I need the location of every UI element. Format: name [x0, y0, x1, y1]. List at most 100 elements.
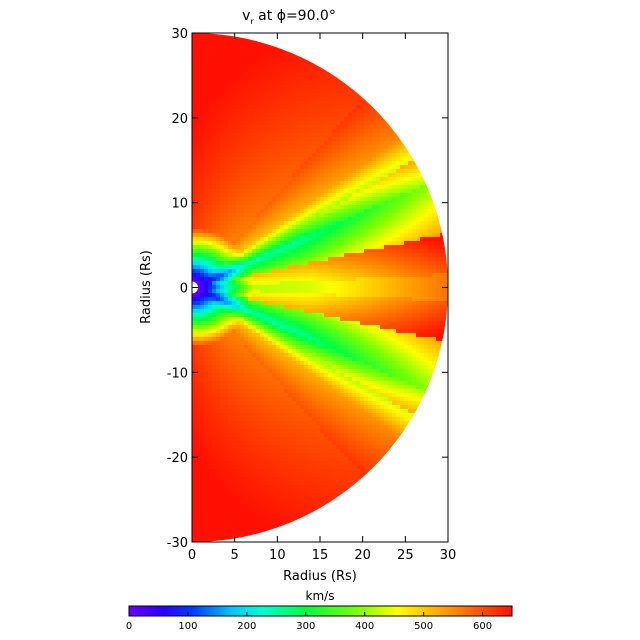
field-cell	[284, 253, 289, 258]
field-cell	[372, 201, 377, 206]
field-cell	[316, 109, 321, 114]
field-cell	[252, 53, 257, 58]
field-cell	[332, 165, 337, 170]
field-cell	[288, 105, 293, 110]
field-cell	[204, 381, 209, 386]
field-cell	[276, 141, 281, 146]
field-cell	[220, 121, 225, 126]
field-cell	[336, 137, 341, 142]
field-cell	[304, 137, 309, 142]
field-cell	[244, 161, 249, 166]
field-cell	[228, 169, 233, 174]
field-cell	[276, 313, 281, 318]
field-cell	[404, 221, 409, 226]
field-cell	[432, 273, 437, 278]
field-cell	[316, 105, 321, 110]
field-cell	[336, 377, 341, 382]
field-cell	[268, 45, 273, 50]
field-cell	[292, 265, 297, 270]
field-cell	[248, 285, 253, 290]
field-cell	[284, 177, 289, 182]
field-cell	[404, 217, 409, 222]
field-cell	[264, 129, 269, 134]
field-cell	[316, 313, 321, 318]
field-cell	[312, 177, 317, 182]
field-cell	[304, 129, 309, 134]
field-cell	[420, 177, 425, 182]
field-cell	[224, 113, 229, 118]
field-cell	[436, 345, 441, 350]
field-cell	[380, 197, 385, 202]
field-cell	[396, 169, 401, 174]
field-cell	[400, 373, 405, 378]
field-cell	[296, 105, 301, 110]
field-cell	[200, 361, 205, 366]
field-cell	[320, 313, 325, 318]
field-cell	[240, 341, 245, 346]
field-cell	[312, 161, 317, 166]
field-cell	[388, 189, 393, 194]
field-cell	[400, 209, 405, 214]
field-cell	[208, 81, 213, 86]
field-cell	[400, 333, 405, 338]
field-cell	[340, 269, 345, 274]
field-cell	[288, 141, 293, 146]
field-cell	[364, 321, 369, 326]
field-cell	[228, 317, 233, 322]
field-cell	[340, 101, 345, 106]
field-cell	[204, 181, 209, 186]
field-cell	[304, 289, 309, 294]
field-cell	[244, 145, 249, 150]
field-cell	[252, 93, 257, 98]
field-cell	[284, 213, 289, 218]
field-cell	[284, 217, 289, 222]
field-cell	[384, 305, 389, 310]
field-cell	[332, 201, 337, 206]
field-cell	[240, 89, 245, 94]
field-cell	[296, 269, 301, 274]
field-cell	[416, 345, 421, 350]
field-cell	[416, 165, 421, 170]
field-cell	[296, 193, 301, 198]
field-cell	[344, 233, 349, 238]
field-cell	[384, 189, 389, 194]
field-cell	[420, 381, 425, 386]
field-cell	[204, 249, 209, 254]
field-cell	[356, 213, 361, 218]
field-cell	[300, 217, 305, 222]
field-cell	[316, 181, 321, 186]
field-cell	[300, 377, 305, 382]
field-cell	[352, 101, 357, 106]
field-cell	[384, 201, 389, 206]
field-cell	[260, 37, 265, 42]
field-cell	[364, 329, 369, 334]
field-cell	[344, 265, 349, 270]
field-cell	[300, 57, 305, 62]
field-cell	[384, 169, 389, 174]
field-cell	[392, 269, 397, 274]
field-cell	[364, 317, 369, 322]
field-cell	[364, 225, 369, 230]
field-cell	[248, 345, 253, 350]
field-cell	[264, 161, 269, 166]
field-cell	[264, 297, 269, 302]
field-cell	[284, 357, 289, 362]
field-cell	[192, 205, 197, 210]
field-cell	[380, 105, 385, 110]
field-cell	[248, 77, 253, 82]
field-cell	[388, 285, 393, 290]
field-cell	[204, 281, 209, 286]
field-cell	[372, 305, 377, 310]
field-cell	[344, 361, 349, 366]
field-cell	[260, 309, 265, 314]
field-cell	[392, 121, 397, 126]
field-cell	[276, 101, 281, 106]
field-cell	[276, 113, 281, 118]
field-cell	[216, 381, 221, 386]
field-cell	[280, 325, 285, 330]
field-cell	[428, 365, 433, 370]
field-cell	[324, 189, 329, 194]
field-cell	[392, 117, 397, 122]
field-cell	[216, 373, 221, 378]
field-cell	[236, 229, 241, 234]
